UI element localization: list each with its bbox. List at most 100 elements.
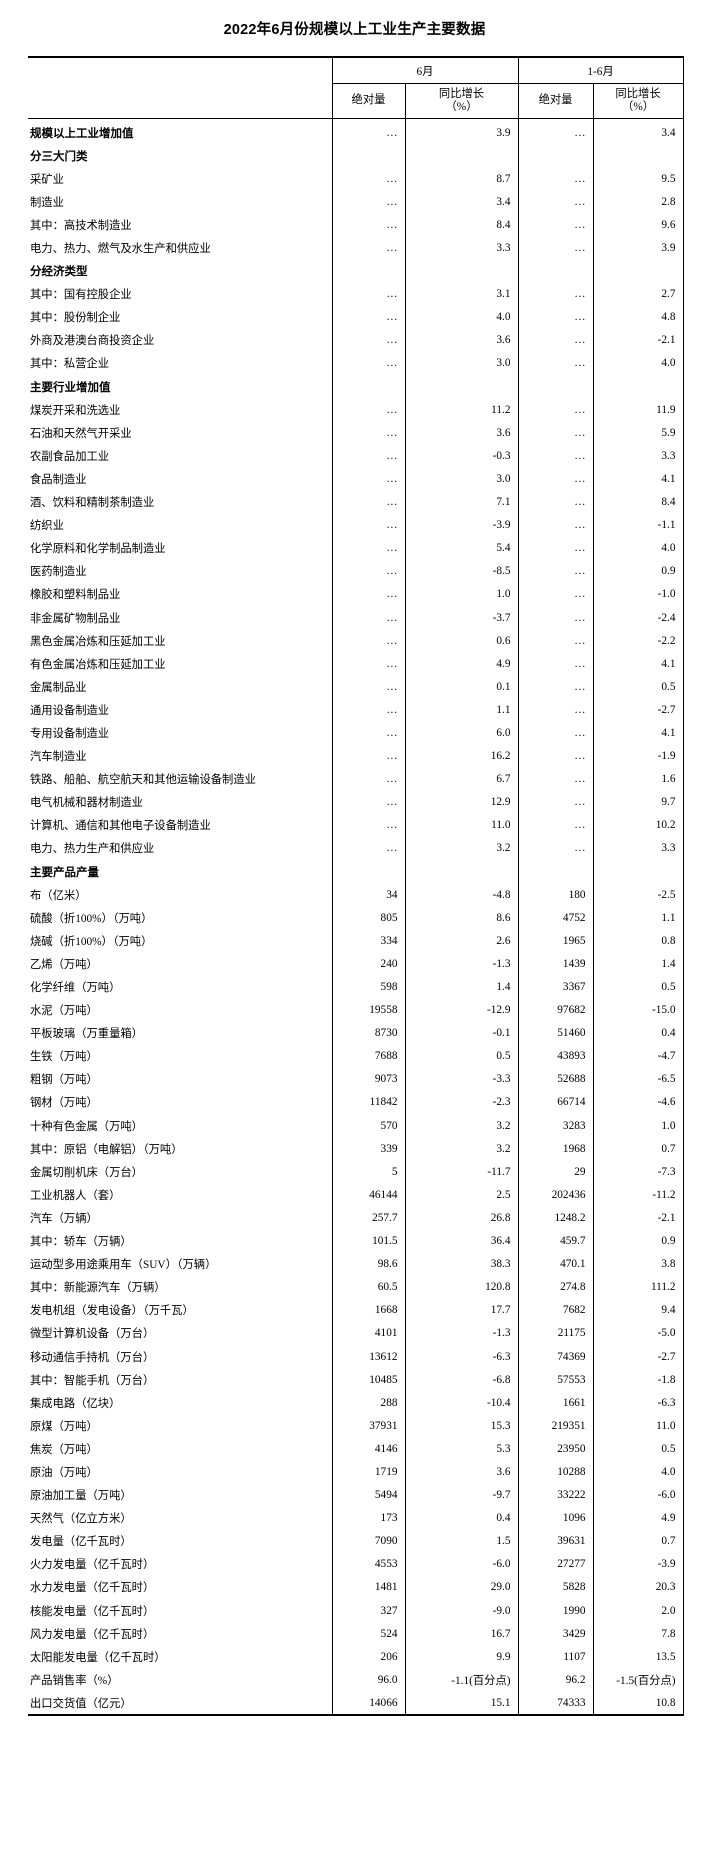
table-row: 核能发电量（亿千瓦时） 327 -9.0 1990 2.0 (28, 1599, 684, 1623)
table-row: 其中：私营企业… 3.0… 4.0 (28, 351, 684, 376)
cell-pct-month: 3.6 (404, 328, 519, 352)
cell-pct-month: 3.2 (404, 1114, 519, 1138)
cell-abs-month: 4553 (331, 1552, 405, 1576)
cell-pct-month: 38.3 (404, 1252, 519, 1276)
cell-pct-cumulative: -5.0 (592, 1321, 684, 1345)
cell-pct-month: -6.0 (404, 1552, 519, 1576)
cell-abs-cumulative: … (517, 213, 594, 237)
cell-pct-month: 1.4 (404, 975, 519, 999)
row-label: 粗钢（万吨） (30, 1074, 98, 1087)
row-label: 其中：国有控股企业 (30, 289, 132, 302)
row-label: 原油加工量（万吨） (30, 1490, 132, 1503)
row-label: 有色金属冶炼和压延加工业 (30, 658, 166, 671)
row-label: 主要产品产量 (30, 866, 99, 879)
table-row: 其中：原铝（电解铝）（万吨） 339 3.2 1968 0.7 (28, 1137, 684, 1161)
cell-abs-cumulative: 1248.2 (517, 1206, 594, 1230)
table-row: 农副食品加工业… -0.3… 3.3 (28, 444, 684, 468)
cell-pct-cumulative: 4.1 (592, 467, 684, 491)
cell-pct-cumulative: 4.0 (592, 351, 684, 376)
cell-abs-month: … (331, 744, 405, 768)
row-label: 火力发电量（亿千瓦时） (30, 1559, 155, 1572)
cell-pct-cumulative: 4.1 (592, 652, 684, 676)
cell-abs-month: … (331, 559, 405, 583)
cell-abs-month: 10485 (331, 1368, 405, 1392)
table-row: 主要行业增加值 (28, 375, 684, 399)
row-label: 煤炭开采和洗选业 (30, 404, 121, 417)
cell-pct-month: 3.2 (404, 836, 519, 860)
cell-pct-month: -0.1 (404, 1021, 519, 1045)
cell-abs-month: 240 (331, 952, 405, 976)
cell-pct-cumulative: 3.3 (592, 444, 684, 468)
row-label: 其中：股份制企业 (30, 312, 121, 325)
cell-pct-month: 1.5 (404, 1529, 519, 1553)
cell-pct-cumulative: 4.8 (592, 305, 684, 329)
row-label: 十种有色金属（万吨） (30, 1120, 143, 1133)
cell-abs-month: … (331, 767, 405, 791)
cell-pct-month: 0.4 (404, 1506, 519, 1530)
cell-pct-month: 8.6 (404, 906, 519, 930)
cell-abs-cumulative: … (517, 536, 594, 560)
row-label: 纺织业 (30, 520, 64, 533)
cell-pct-cumulative: -2.1 (592, 328, 684, 352)
cell-pct-month: 8.4 (404, 213, 519, 237)
cell-abs-month: 5494 (331, 1483, 405, 1507)
table-row: 原煤（万吨） 37931 15.3 219351 11.0 (28, 1414, 684, 1438)
table-row: 其中：轿车（万辆） 101.5 36.4 459.7 0.9 (28, 1229, 684, 1253)
table-row: 移动通信手持机（万台） 13612 -6.3 74369 -2.7 (28, 1344, 684, 1369)
cell-pct-month (404, 375, 519, 399)
cell-abs-cumulative: … (517, 698, 594, 722)
table-row: 汽车制造业… 16.2… -1.9 (28, 744, 684, 768)
cell-abs-month: … (331, 236, 405, 260)
cell-abs-month: … (331, 605, 405, 630)
row-label: 水泥（万吨） (30, 1005, 98, 1018)
header-sub-row: 绝对量 同比增长 （%） 绝对量 同比增长 （%） (28, 83, 684, 119)
row-label: 橡胶和塑料制品业 (30, 589, 121, 602)
cell-abs-cumulative: 180 (517, 883, 594, 907)
cell-abs-month: … (331, 282, 405, 306)
cell-pct-month: -2.3 (404, 1090, 519, 1115)
cell-abs-month: 8730 (331, 1021, 405, 1045)
row-label: 平板玻璃（万重量箱） (30, 1028, 143, 1041)
table-row: 铁路、船舶、航空航天和其他运输设备制造业… 6.7… 1.6 (28, 767, 684, 791)
table-row: 通用设备制造业… 1.1… -2.7 (28, 698, 684, 722)
table-row: 煤炭开采和洗选业… 11.2… 11.9 (28, 398, 684, 422)
cell-abs-month: 339 (331, 1137, 405, 1161)
cell-pct-month: 5.4 (404, 536, 519, 560)
cell-abs-month: 60.5 (331, 1275, 405, 1299)
cell-pct-cumulative: 0.7 (592, 1529, 684, 1553)
row-label: 布（亿米） (30, 889, 87, 902)
row-label: 钢材（万吨） (30, 1097, 98, 1110)
cell-abs-cumulative: 202436 (517, 1183, 594, 1207)
row-label: 分三大门类 (30, 150, 88, 163)
table-row: 水力发电量（亿千瓦时） 1481 29.0 5828 20.3 (28, 1575, 684, 1599)
row-label: 农副食品加工业 (30, 450, 110, 463)
cell-pct-cumulative: 1.0 (592, 1114, 684, 1138)
cell-abs-cumulative: 10288 (517, 1460, 594, 1484)
cell-abs-month: … (331, 421, 405, 445)
cell-pct-cumulative: -6.3 (592, 1391, 684, 1415)
row-label: 石油和天然气开采业 (30, 427, 132, 440)
row-label: 发电机组（发电设备）（万千瓦） (30, 1305, 194, 1318)
cell-pct-cumulative: 0.7 (592, 1137, 684, 1161)
header-abs-month: 绝对量 (331, 83, 405, 119)
cell-abs-month: 524 (331, 1622, 405, 1646)
header-pct-cumulative: 同比增长 （%） (592, 83, 684, 119)
cell-pct-month: -6.8 (404, 1368, 519, 1392)
header-pct-month: 同比增长 （%） (404, 83, 519, 119)
cell-pct-month: 3.2 (404, 1137, 519, 1161)
cell-abs-month: 4101 (331, 1321, 405, 1345)
cell-abs-month: … (331, 790, 405, 814)
cell-pct-cumulative: -2.2 (592, 629, 684, 653)
cell-pct-month: 29.0 (404, 1575, 519, 1599)
cell-abs-month: 34 (331, 883, 405, 907)
cell-pct-cumulative: -11.2 (592, 1183, 684, 1207)
cell-pct-month: 3.6 (404, 421, 519, 445)
cell-abs-cumulative: 39631 (517, 1529, 594, 1553)
cell-abs-cumulative: … (517, 328, 594, 352)
row-label: 医药制造业 (30, 566, 87, 579)
header-corner-cell (28, 56, 332, 84)
cell-pct-month: 17.7 (404, 1298, 519, 1322)
row-label: 外商及港澳台商投资企业 (30, 335, 155, 348)
cell-pct-month: -0.3 (404, 444, 519, 468)
cell-abs-cumulative: 4752 (517, 906, 594, 930)
